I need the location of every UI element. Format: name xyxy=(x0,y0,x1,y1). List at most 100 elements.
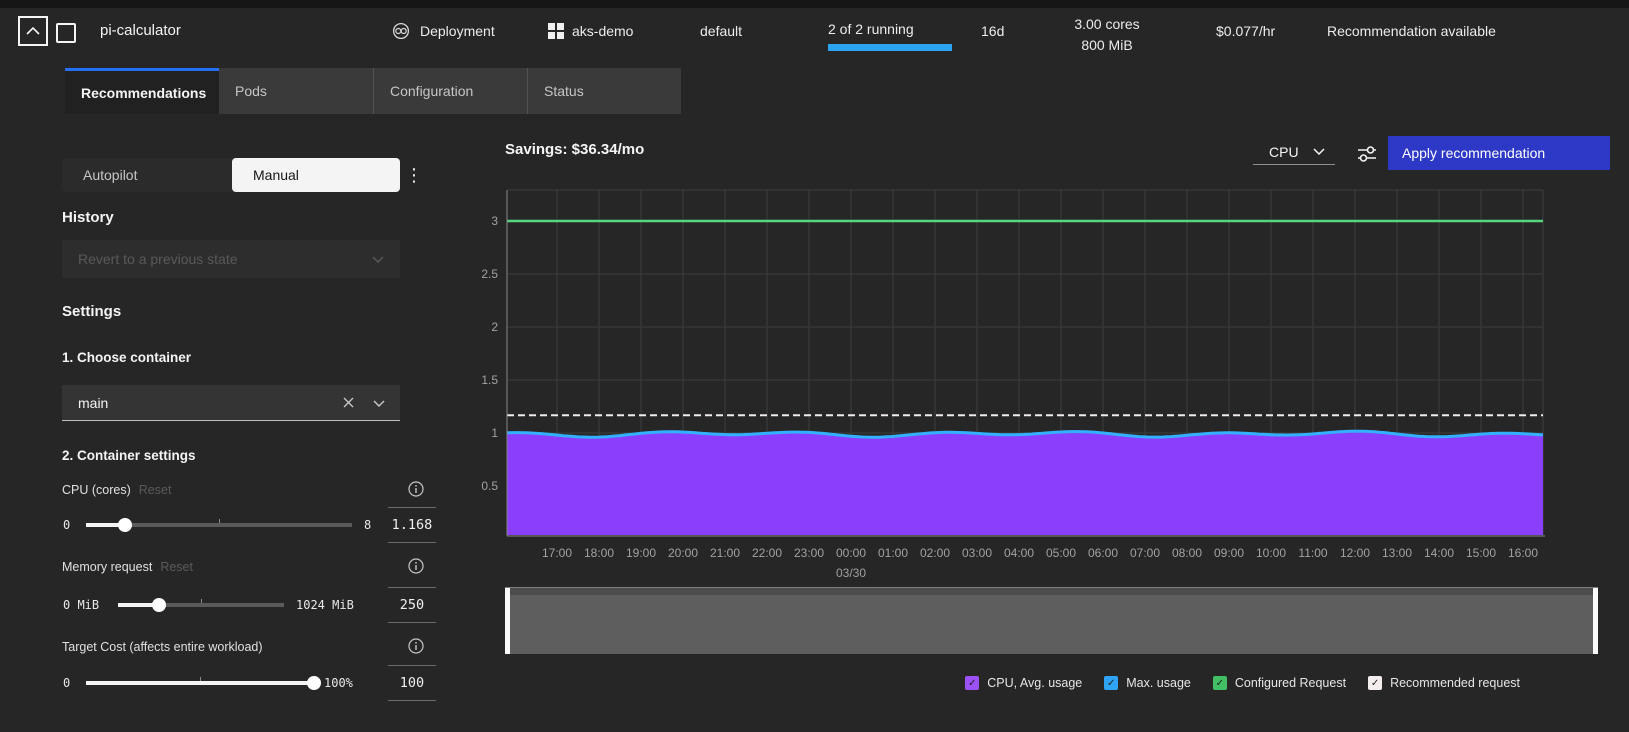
memory-slider-max: 1024 MiB xyxy=(296,598,354,612)
settings-heading: Settings xyxy=(62,303,122,320)
recommendation-status: Recommendation available xyxy=(1327,23,1496,39)
cpu-reset-link[interactable]: Reset xyxy=(138,483,172,497)
svg-text:21:00: 21:00 xyxy=(710,546,740,560)
metric-select-value: CPU xyxy=(1269,143,1299,160)
cpu-slider-max: 8 xyxy=(364,518,372,532)
svg-text:04:00: 04:00 xyxy=(1004,546,1034,560)
svg-text:01:00: 01:00 xyxy=(878,546,908,560)
legend-label: Configured Request xyxy=(1234,676,1347,690)
svg-text:1.5: 1.5 xyxy=(481,373,498,387)
memory-slider-handle[interactable] xyxy=(151,598,166,612)
svg-text:09:00: 09:00 xyxy=(1214,546,1244,560)
cpu-info-icon[interactable] xyxy=(408,481,424,497)
chevron-down-icon[interactable] xyxy=(373,400,385,407)
svg-text:23:00: 23:00 xyxy=(794,546,824,560)
savings-amount: Savings: $36.34/mo xyxy=(505,141,645,158)
memory-info-icon[interactable] xyxy=(408,558,424,574)
history-dropdown[interactable]: Revert to a previous state xyxy=(62,240,400,278)
target-cost-value-input[interactable]: 100 xyxy=(388,665,436,701)
chevron-down-icon xyxy=(1313,148,1325,155)
svg-text:02:00: 02:00 xyxy=(920,546,950,560)
target-cost-info-icon[interactable] xyxy=(408,638,424,654)
svg-text:14:00: 14:00 xyxy=(1424,546,1454,560)
namespace: default xyxy=(700,23,743,39)
chevron-up-icon xyxy=(26,27,40,35)
svg-text:20:00: 20:00 xyxy=(668,546,698,560)
svg-text:13:00: 13:00 xyxy=(1382,546,1412,560)
chart-datazoom-brush[interactable] xyxy=(505,587,1598,654)
legend-label: CPU, Avg. usage xyxy=(987,676,1083,690)
legend-item-configured-request[interactable]: ✓ Configured Request xyxy=(1212,676,1347,690)
slider-midpoint-tick xyxy=(219,519,220,523)
slider-fill xyxy=(86,681,314,685)
svg-text:03:00: 03:00 xyxy=(962,546,992,560)
target-cost-slider-max: 100% xyxy=(324,676,353,690)
legend-item-recommended-request[interactable]: ✓ Recommended request xyxy=(1368,676,1520,690)
container-settings-heading: 2. Container settings xyxy=(62,448,196,463)
svg-text:03/30: 03/30 xyxy=(836,566,866,580)
tab-label: Recommendations xyxy=(81,84,207,101)
legend-checkbox-checked[interactable]: ✓ xyxy=(1104,676,1119,690)
slider-label-text: Memory request xyxy=(62,560,153,574)
chart-settings-adjust-button[interactable] xyxy=(1356,143,1378,168)
collapse-row-button[interactable] xyxy=(18,16,48,46)
metric-select[interactable]: CPU xyxy=(1253,139,1335,165)
tab-recommendations[interactable]: Recommendations xyxy=(65,68,219,114)
slider-midpoint-tick xyxy=(200,677,201,681)
svg-text:12:00: 12:00 xyxy=(1340,546,1370,560)
datazoom-right-handle[interactable] xyxy=(1593,588,1598,654)
svg-text:15:00: 15:00 xyxy=(1466,546,1496,560)
svg-text:1: 1 xyxy=(491,426,498,440)
top-strip xyxy=(0,0,1629,8)
target-cost-slider-min: 0 xyxy=(63,676,71,690)
mode-option-autopilot[interactable]: Autopilot xyxy=(83,167,138,183)
legend-checkbox-checked[interactable]: ✓ xyxy=(1368,676,1383,690)
legend-checkbox-checked[interactable]: ✓ xyxy=(1212,676,1227,690)
select-row-checkbox[interactable] xyxy=(56,23,76,43)
legend-item-avg-usage[interactable]: ✓ CPU, Avg. usage xyxy=(965,676,1082,690)
svg-text:16:00: 16:00 xyxy=(1508,546,1538,560)
slider-fill xyxy=(118,603,159,607)
datazoom-data-shadow xyxy=(505,588,1598,595)
cpu-slider-handle[interactable] xyxy=(117,518,132,532)
svg-text:18:00: 18:00 xyxy=(584,546,614,560)
apply-recommendation-button[interactable]: Apply recommendation xyxy=(1388,136,1610,170)
legend-checkbox-checked[interactable]: ✓ xyxy=(965,676,980,690)
cost-rate: $0.077/hr xyxy=(1216,23,1276,39)
svg-text:3: 3 xyxy=(491,214,498,228)
slider-midpoint-tick xyxy=(201,599,202,603)
history-heading: History xyxy=(62,209,114,226)
memory-reset-link[interactable]: Reset xyxy=(160,560,193,574)
legend-item-max-usage[interactable]: ✓ Max. usage xyxy=(1104,676,1191,690)
running-status: 2 of 2 running xyxy=(828,21,914,37)
tab-configuration[interactable]: Configuration xyxy=(373,68,527,114)
target-cost-slider-handle[interactable] xyxy=(307,676,321,690)
chevron-down-icon xyxy=(372,256,384,263)
datazoom-left-handle[interactable] xyxy=(505,588,510,654)
memory-slider[interactable] xyxy=(118,598,284,612)
target-cost-slider[interactable] xyxy=(86,676,321,690)
tab-status[interactable]: Status xyxy=(527,68,681,114)
history-dropdown-placeholder: Revert to a previous state xyxy=(78,251,238,267)
cpu-value-input[interactable]: 1.168 xyxy=(388,507,436,543)
slider-label-text: Target Cost (affects entire workload) xyxy=(62,640,263,654)
svg-text:2: 2 xyxy=(491,320,498,334)
svg-text:07:00: 07:00 xyxy=(1130,546,1160,560)
svg-text:22:00: 22:00 xyxy=(752,546,782,560)
cpu-slider[interactable] xyxy=(86,518,352,532)
memory-slider-label: Memory request Reset xyxy=(62,560,193,574)
mem-capacity: 800 MiB xyxy=(1081,37,1133,53)
memory-value-input[interactable]: 250 xyxy=(388,587,436,623)
workload-age: 16d xyxy=(981,23,1005,39)
cpu-capacity: 3.00 cores xyxy=(1074,16,1140,32)
tab-pods[interactable]: Pods xyxy=(219,68,373,114)
overflow-menu-icon[interactable]: ⋮ xyxy=(405,165,423,185)
target-cost-slider-label: Target Cost (affects entire workload) xyxy=(62,640,263,654)
settings-adjust-icon xyxy=(1358,146,1376,162)
clear-selection-icon[interactable] xyxy=(343,397,354,408)
deployment-icon xyxy=(392,22,410,45)
container-combobox[interactable]: main xyxy=(62,385,400,421)
mode-option-manual[interactable]: Manual xyxy=(232,158,400,192)
tab-label: Pods xyxy=(235,83,267,99)
